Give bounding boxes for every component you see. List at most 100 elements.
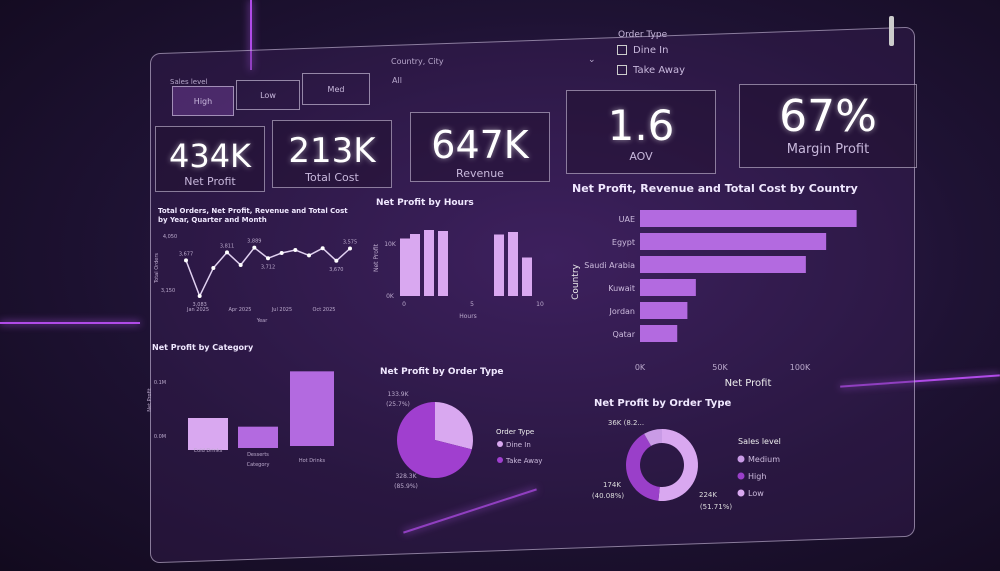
category-bar — [238, 426, 278, 448]
option-label: Dine In — [633, 45, 669, 56]
line-series — [185, 246, 351, 298]
sales-level-low[interactable]: Low — [236, 80, 300, 110]
x-tick: 50K — [712, 363, 728, 372]
order-type-label: Order Type — [618, 30, 668, 40]
country-city-label: Country, City — [391, 57, 444, 66]
x-tick: 0 — [402, 301, 406, 308]
kpi-value: 647K — [431, 123, 529, 167]
category-label: Qatar — [612, 330, 635, 339]
data-label: 3,575 — [343, 240, 357, 246]
hour-bar — [410, 234, 420, 296]
data-label: 224K — [699, 491, 717, 499]
sales-level-high[interactable]: High — [172, 86, 234, 116]
kpi-label: Total Cost — [305, 171, 359, 184]
y-tick: 0.1M — [154, 380, 166, 386]
country-bar — [640, 302, 688, 319]
line-chart-title: Total Orders, Net Profit, Revenue and To… — [158, 207, 348, 224]
x-tick: Jul 2025 — [271, 307, 292, 313]
data-point — [211, 266, 216, 270]
light-beam — [250, 0, 252, 70]
kpi-value: 434K — [168, 137, 252, 175]
x-axis-label: Category — [247, 462, 270, 468]
country-bar — [640, 256, 806, 273]
donut-slice — [658, 429, 698, 502]
legend-label: High — [748, 472, 766, 481]
legend-marker — [737, 472, 745, 480]
checkbox[interactable] — [617, 65, 627, 75]
sales-level-label: Sales level — [170, 78, 208, 86]
country-city-dropdown[interactable]: All — [392, 76, 402, 85]
legend-label: Take Away — [505, 457, 542, 465]
data-point — [320, 246, 325, 251]
x-tick: 10 — [536, 301, 544, 308]
y-axis-label: Net Profit — [373, 243, 380, 272]
data-label: 3,677 — [179, 251, 193, 257]
chevron-down-icon[interactable]: ⌄ — [588, 55, 596, 65]
legend-marker — [497, 441, 503, 447]
data-label: 3,889 — [247, 239, 261, 245]
legend-marker — [497, 457, 503, 463]
category-bar — [188, 418, 228, 450]
order-type-dine-in[interactable]: Dine In — [617, 45, 668, 56]
data-label: 36K (8.2... — [608, 419, 644, 427]
x-tick: Oct 2025 — [313, 307, 336, 313]
order-type-take-away[interactable]: Take Away — [617, 65, 685, 76]
donut-slice — [644, 429, 662, 446]
category-label: Jordan — [609, 307, 635, 316]
y-tick: 3,150 — [161, 288, 175, 294]
hours-chart-title: Net Profit by Hours — [376, 198, 474, 208]
legend-marker — [737, 455, 745, 463]
legend-title: Sales level — [738, 437, 781, 446]
pie-chart-title: Net Profit by Order Type — [380, 367, 504, 377]
x-tick: Jan 2025 — [186, 307, 209, 313]
country-bar — [640, 210, 857, 227]
data-point — [197, 294, 202, 299]
data-point — [184, 258, 188, 263]
category-label: Saudi Arabia — [584, 261, 635, 270]
kpi-value: 213K — [288, 131, 376, 171]
y-tick: 4,050 — [163, 234, 177, 240]
data-point — [266, 256, 270, 261]
kpi-value: 1.6 — [607, 101, 675, 150]
data-point — [307, 253, 311, 258]
hour-bar — [424, 230, 434, 296]
category-label: UAE — [619, 215, 635, 224]
data-point — [238, 263, 243, 267]
x-tick: Apr 2025 — [229, 307, 252, 313]
data-point — [348, 246, 352, 251]
data-point — [334, 258, 339, 263]
light-beam — [0, 322, 140, 324]
data-label: (40.08%) — [592, 492, 624, 500]
data-label: (25.7%) — [386, 401, 410, 408]
kpi-label: AOV — [629, 150, 653, 163]
country-chart-title: Net Profit, Revenue and Total Cost by Co… — [572, 182, 858, 195]
hour-bar — [438, 231, 448, 296]
scrollbar[interactable] — [889, 16, 894, 46]
category-label: Cold Drinks — [194, 448, 223, 454]
kpi-net-profit: 434K Net Profit — [155, 126, 265, 192]
category-chart-title: Net Profit by Category — [152, 343, 254, 352]
category-label: Egypt — [612, 238, 635, 247]
option-label: Take Away — [633, 65, 686, 76]
x-tick: 5 — [470, 301, 474, 308]
category-label: Hot Drinks — [299, 458, 326, 464]
hour-bar — [508, 232, 518, 296]
sales-level-med[interactable]: Med — [302, 73, 370, 105]
kpi-aov: 1.6 AOV — [566, 90, 716, 174]
y-tick: 0K — [386, 293, 395, 300]
legend-label: Medium — [748, 455, 780, 464]
country-bar — [640, 325, 678, 342]
x-axis-label: Net Profit — [725, 378, 772, 389]
y-tick: 10K — [384, 241, 397, 248]
hour-bar — [494, 234, 504, 296]
legend-marker — [737, 489, 745, 497]
kpi-label: Margin Profit — [786, 142, 870, 157]
legend-title: Order Type — [496, 428, 534, 436]
legend-label: Low — [748, 489, 764, 498]
y-tick: 0.0M — [154, 434, 166, 440]
checkbox[interactable] — [617, 45, 627, 55]
hour-bar — [400, 238, 410, 296]
x-axis-label: Year — [256, 318, 269, 324]
